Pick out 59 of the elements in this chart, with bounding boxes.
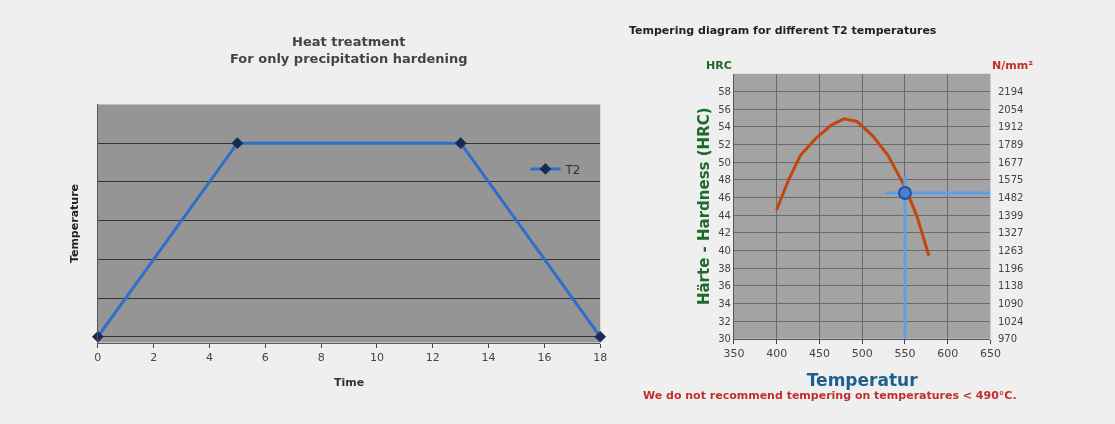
text: 1138	[998, 280, 1024, 291]
x-tick-label: 500	[851, 346, 873, 360]
text: 1196	[998, 263, 1024, 274]
y-axis-title: Temperature	[68, 183, 82, 264]
y-tick-label: 54	[718, 121, 731, 133]
y-tick-label: 44	[718, 209, 731, 221]
x-tick-label: 16	[537, 350, 552, 364]
y-axis-title: Härte - Hardness (HRC)	[695, 107, 714, 306]
text: 1399	[998, 210, 1024, 221]
text: 970	[998, 333, 1018, 344]
x-tick-label: 12	[425, 350, 440, 364]
text: 1327	[998, 227, 1024, 238]
y-tick-label: 42	[718, 227, 731, 239]
chart-title: Tempering diagram for different T2 temperatures	[629, 24, 937, 37]
legend-label: T2	[564, 162, 581, 177]
x-tick-label: 400	[766, 346, 788, 360]
x-axis-title: Time	[333, 375, 365, 389]
x-tick-label: 8	[317, 350, 325, 364]
text: 1677	[998, 157, 1024, 168]
y-tick-label: 36	[718, 280, 731, 292]
y-tick-label: 46	[718, 191, 731, 203]
y-tick-label: 40	[718, 244, 731, 256]
text: 2194	[998, 86, 1024, 97]
line-series	[775, 117, 931, 258]
y-tick-label: 56	[718, 103, 731, 115]
y-tick-label: 52	[718, 138, 731, 150]
y-tick-label: 30	[718, 333, 731, 345]
text: We do not recommend tempering on temperatures < 490°C.	[643, 389, 1017, 402]
x-tick-label: 6	[261, 350, 269, 364]
text: 1789	[998, 139, 1024, 150]
x-tick-label: 450	[808, 346, 830, 360]
text: HRC	[706, 59, 732, 72]
x-axis-title: Temperatur	[806, 370, 919, 391]
x-tick-label: 0	[94, 350, 102, 364]
x-tick-label: 550	[894, 346, 916, 360]
y-tick-label: 58	[718, 85, 731, 97]
x-tick-label: 650	[979, 346, 1001, 360]
y-tick-label: 32	[718, 315, 731, 327]
x-tick-label: 10	[369, 350, 384, 364]
text: 1090	[998, 298, 1024, 309]
text: 2054	[998, 104, 1024, 115]
text: 1575	[998, 174, 1024, 185]
x-tick-label: 350	[723, 346, 745, 360]
text: 1024	[998, 316, 1024, 327]
chart-subtitle: For only precipitation hardening	[230, 50, 468, 66]
text: N/mm²	[992, 59, 1034, 72]
chart-title: Heat treatment	[292, 34, 406, 49]
text: 1912	[998, 121, 1024, 132]
text: 1263	[998, 245, 1024, 256]
y-tick-label: 50	[718, 156, 731, 168]
y-tick-label: 48	[718, 174, 731, 186]
y-tick-label: 38	[718, 262, 731, 274]
x-tick-label: 14	[481, 350, 496, 364]
x-tick-label: 18	[593, 350, 608, 364]
x-tick-label: 2	[150, 350, 158, 364]
y-tick-label: 34	[718, 297, 731, 309]
x-tick-label: 4	[205, 350, 213, 364]
text: 1482	[998, 192, 1024, 203]
x-tick-label: 600	[937, 346, 959, 360]
